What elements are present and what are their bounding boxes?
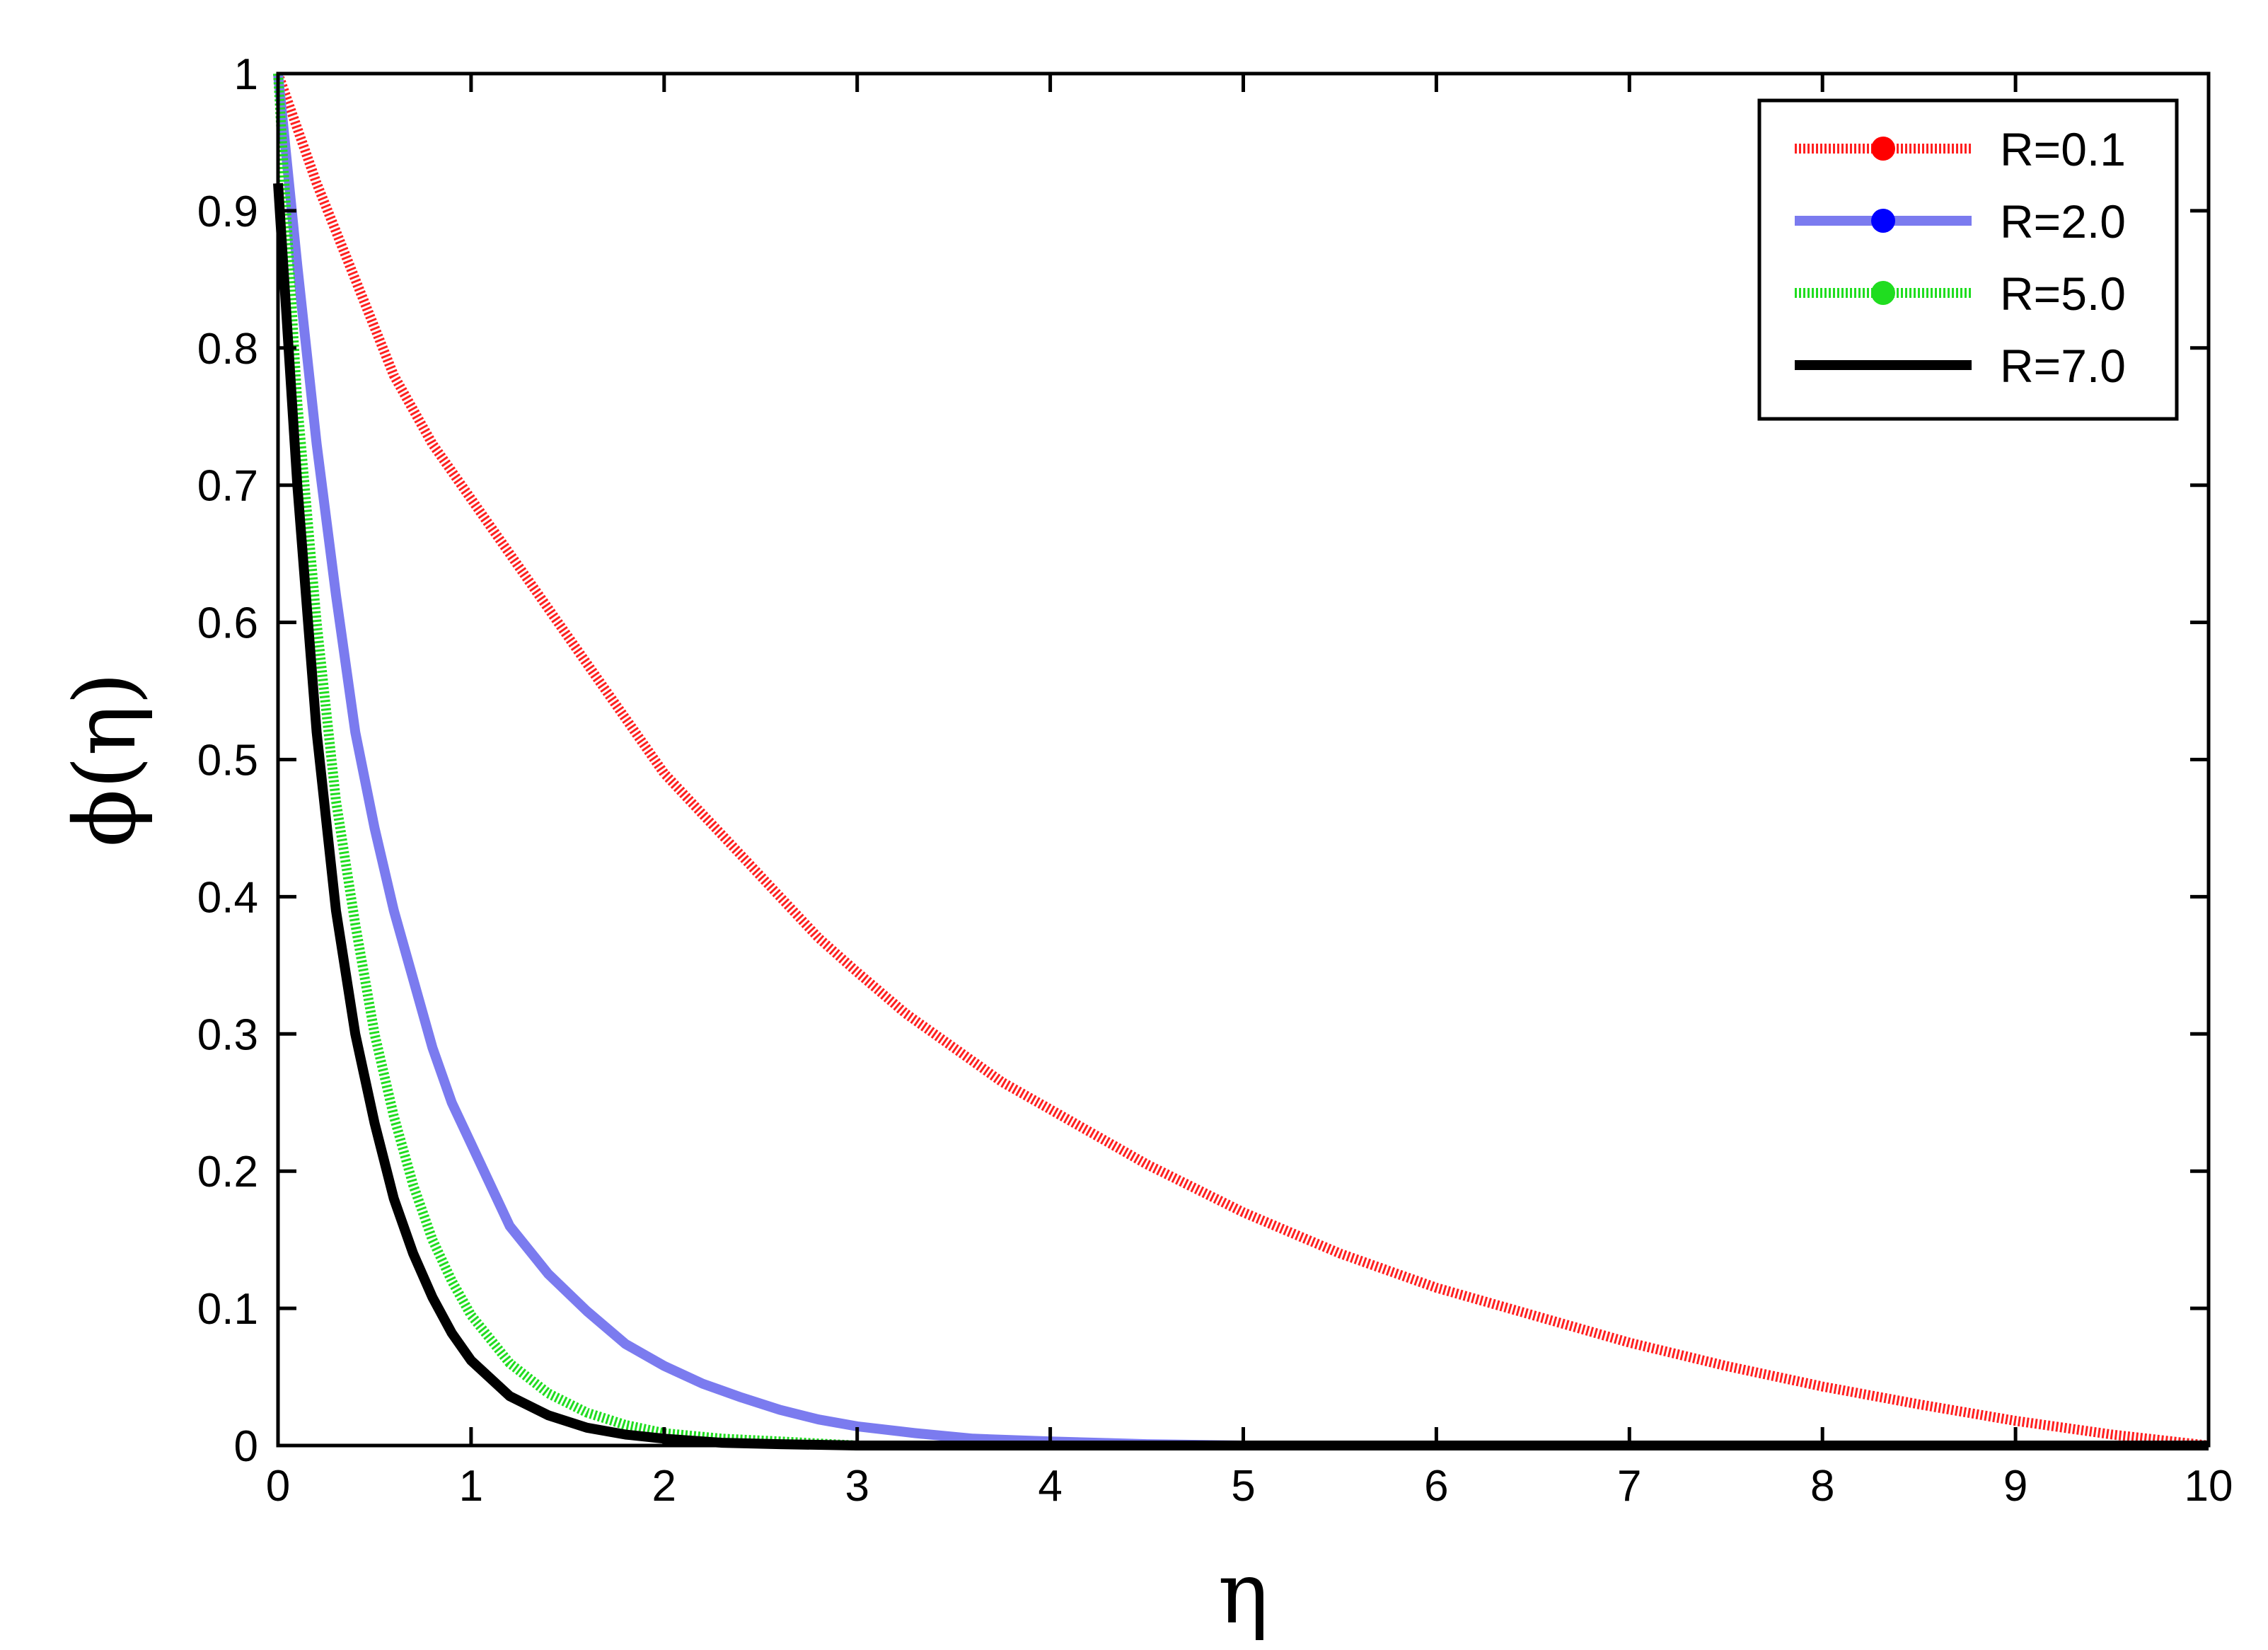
y-tick-label: 0 [234, 1422, 258, 1471]
legend-marker [1871, 281, 1895, 305]
y-tick-label: 0.8 [197, 325, 258, 374]
y-tick-label: 0.5 [197, 737, 258, 785]
x-tick-label: 7 [1617, 1462, 1641, 1511]
y-tick-label: 0.3 [197, 1010, 258, 1059]
series-line-2 [273, 73, 2209, 1450]
legend-label: R=2.0 [2000, 195, 2126, 248]
x-tick-label: 8 [1810, 1462, 1834, 1511]
series-line-4 [273, 183, 2209, 1450]
tick-labels-layer: 0 1 2 3 4 5 6 7 8 9 10 0 0.1 0.2 0.3 0.4 0.5 0.6 0.7 0.8 0.9… [197, 50, 2233, 1511]
x-tick-label: 1 [459, 1462, 483, 1511]
x-tick-label: 10 [2185, 1462, 2233, 1511]
x-axis-title: η [1218, 1545, 1269, 1643]
y-tick-label: 0.2 [197, 1148, 258, 1196]
legend-marker [1871, 137, 1895, 161]
series-layer [273, 71, 2209, 1450]
y-tick-label: 0.4 [197, 873, 258, 922]
y-axis-title: ϕ(η) [57, 672, 155, 847]
legend: R=0.1 R=2.0 R=5.0 R=7.0 [1757, 98, 2179, 421]
y-tick-label: 1 [234, 50, 258, 99]
x-tick-label: 9 [2003, 1462, 2027, 1511]
legend-label: R=7.0 [2000, 340, 2126, 392]
y-tick-label: 0.9 [197, 188, 258, 236]
legend-marker [1871, 209, 1895, 233]
x-tick-label: 6 [1424, 1462, 1448, 1511]
y-tick-label: 0.6 [197, 599, 258, 648]
legend-label: R=0.1 [2000, 123, 2126, 175]
x-tick-label: 3 [845, 1462, 869, 1511]
y-tick-label: 0.7 [197, 462, 258, 511]
series-line-1 [273, 71, 2209, 1450]
x-tick-label: 4 [1038, 1462, 1062, 1511]
ticks-layer [276, 71, 2211, 1448]
x-tick-label: 2 [652, 1462, 676, 1511]
legend-label: R=5.0 [2000, 267, 2126, 320]
y-tick-label: 0.1 [197, 1285, 258, 1334]
x-tick-label: 5 [1231, 1462, 1255, 1511]
x-tick-label: 0 [266, 1462, 290, 1511]
